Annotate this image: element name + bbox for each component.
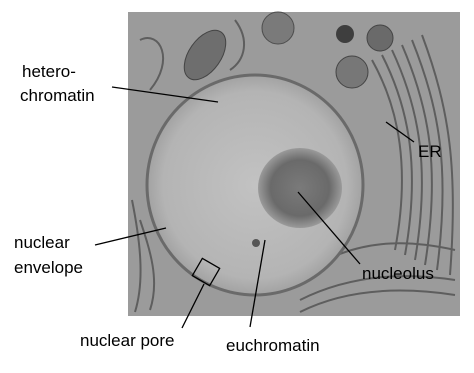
leader-line xyxy=(94,227,167,246)
micrograph xyxy=(128,11,460,316)
labels: hetero- chromatin ER nuclear envelope nu… xyxy=(14,62,442,355)
leader-line xyxy=(111,86,219,103)
label: nucleolus xyxy=(362,264,434,283)
nucleolus xyxy=(258,148,342,228)
vesicle xyxy=(335,55,369,89)
leader-line xyxy=(297,191,361,265)
er-membranes xyxy=(131,19,456,313)
granule xyxy=(252,239,260,247)
label: hetero- xyxy=(22,62,76,81)
label: envelope xyxy=(14,258,83,277)
mitochondrion xyxy=(261,11,295,45)
label: nuclear pore xyxy=(80,331,175,350)
vesicle xyxy=(366,24,394,52)
label: chromatin xyxy=(20,86,95,105)
vesicle xyxy=(336,25,354,43)
mitochondrion xyxy=(183,29,227,81)
leader-line xyxy=(249,239,266,328)
label: ER xyxy=(418,142,442,161)
leader-line xyxy=(385,121,415,143)
label: euchromatin xyxy=(226,336,320,355)
label: nuclear xyxy=(14,233,70,252)
leader-lines xyxy=(94,86,415,329)
pore-box xyxy=(191,257,221,287)
leader-line xyxy=(181,283,205,329)
